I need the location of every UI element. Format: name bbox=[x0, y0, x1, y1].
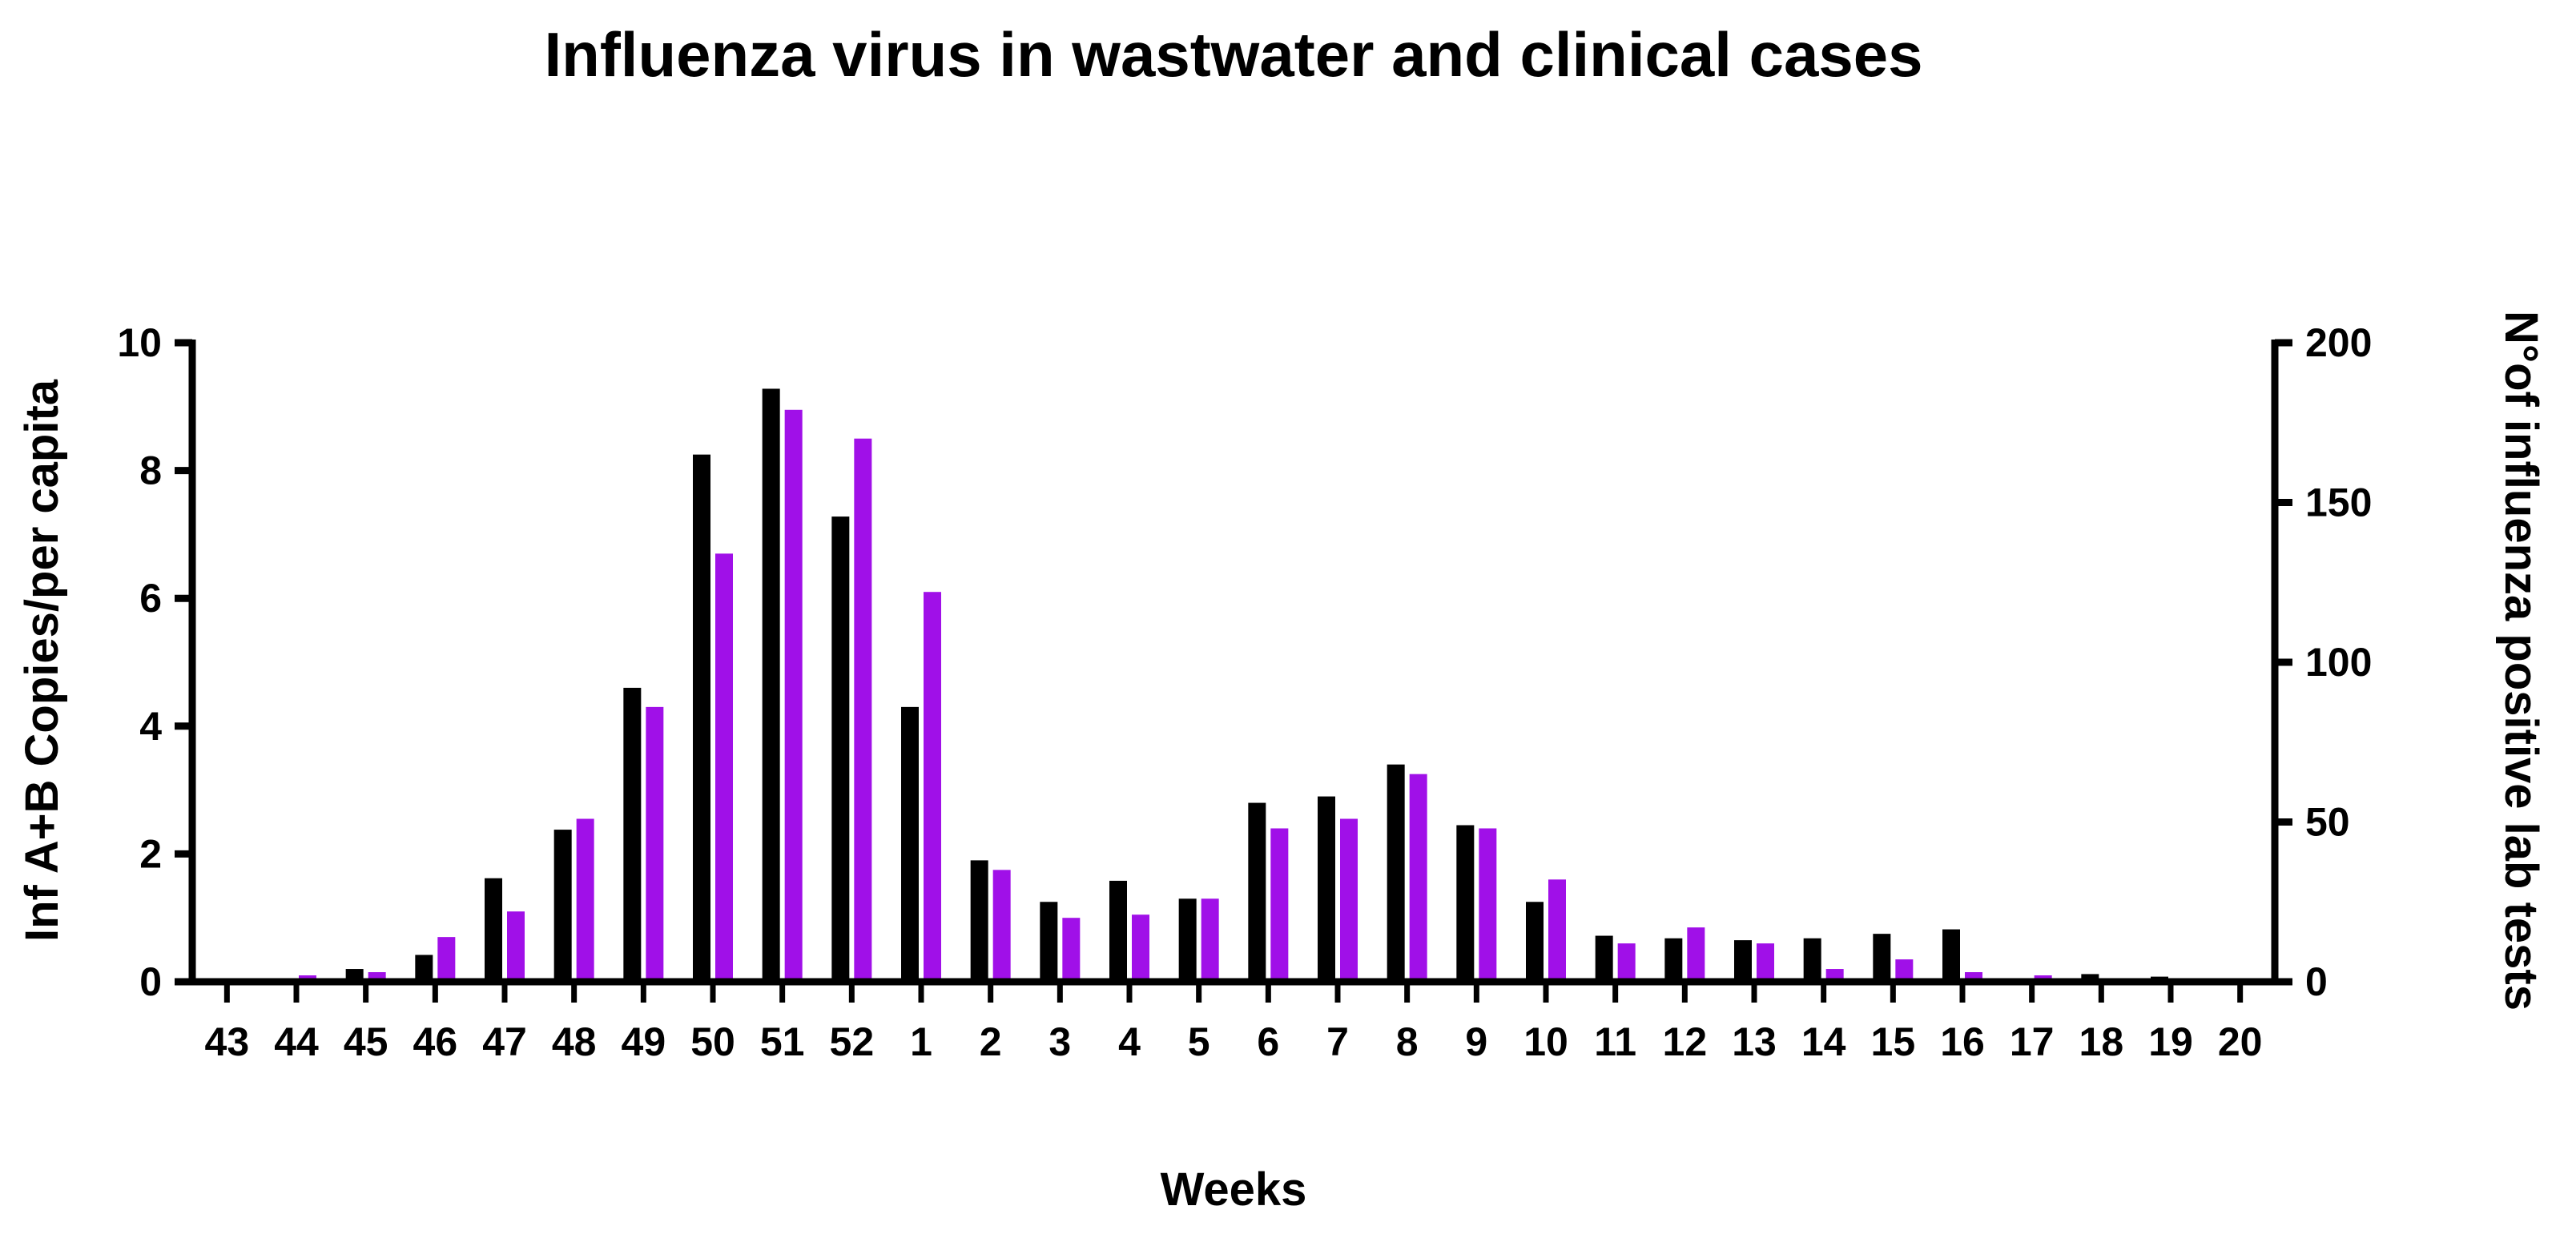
bar-lab-tests-12 bbox=[1687, 927, 1705, 982]
x-tick-label-47: 47 bbox=[482, 1019, 527, 1064]
bar-lab-tests-49 bbox=[646, 706, 664, 982]
bar-copies-4 bbox=[1109, 880, 1127, 982]
bar-copies-6 bbox=[1248, 802, 1266, 982]
bar-lab-tests-9 bbox=[1479, 828, 1497, 982]
x-tick-label-3: 3 bbox=[1049, 1019, 1071, 1064]
x-tick-label-45: 45 bbox=[344, 1019, 388, 1064]
bar-lab-tests-16 bbox=[1965, 972, 1982, 982]
x-tick-label-7: 7 bbox=[1326, 1019, 1349, 1064]
x-tick-label-4: 4 bbox=[1118, 1019, 1141, 1064]
bar-lab-tests-8 bbox=[1409, 774, 1427, 982]
bar-copies-15 bbox=[1873, 934, 1891, 982]
x-tick-label-48: 48 bbox=[552, 1019, 597, 1064]
x-tick-label-8: 8 bbox=[1396, 1019, 1419, 1064]
bar-copies-12 bbox=[1664, 938, 1683, 982]
bar-copies-46 bbox=[415, 955, 433, 982]
bar-lab-tests-46 bbox=[437, 937, 456, 982]
bar-lab-tests-11 bbox=[1617, 943, 1636, 982]
bar-copies-49 bbox=[623, 687, 642, 982]
bar-copies-14 bbox=[1803, 938, 1821, 982]
x-tick-label-46: 46 bbox=[413, 1019, 458, 1064]
x-tick-label-13: 13 bbox=[1732, 1019, 1777, 1064]
bar-lab-tests-6 bbox=[1270, 828, 1289, 982]
x-tick-label-44: 44 bbox=[274, 1019, 319, 1064]
x-tick-label-20: 20 bbox=[2218, 1019, 2263, 1064]
y-tick-label-right-0: 0 bbox=[2305, 959, 2328, 1004]
x-axis-title: Weeks bbox=[1161, 1164, 1307, 1216]
bar-lab-tests-47 bbox=[507, 911, 525, 982]
bar-lab-tests-7 bbox=[1340, 818, 1358, 982]
bar-lab-tests-15 bbox=[1895, 959, 1914, 982]
y-tick-label-right-100: 100 bbox=[2305, 640, 2372, 685]
x-tick-label-5: 5 bbox=[1188, 1019, 1210, 1064]
bar-copies-2 bbox=[970, 860, 988, 982]
bar-lab-tests-3 bbox=[1062, 918, 1081, 982]
x-tick-label-15: 15 bbox=[1871, 1019, 1916, 1064]
bar-lab-tests-51 bbox=[784, 409, 803, 982]
y-tick-label-right-200: 200 bbox=[2305, 320, 2372, 365]
y-tick-label-left-6: 6 bbox=[139, 576, 162, 621]
x-tick-label-16: 16 bbox=[1940, 1019, 1985, 1064]
x-tick-label-9: 9 bbox=[1465, 1019, 1487, 1064]
x-tick-label-50: 50 bbox=[690, 1019, 735, 1064]
bar-lab-tests-1 bbox=[924, 592, 941, 982]
x-tick-label-17: 17 bbox=[2010, 1019, 2055, 1064]
x-tick-label-52: 52 bbox=[830, 1019, 875, 1064]
x-tick-label-6: 6 bbox=[1257, 1019, 1279, 1064]
x-tick-label-10: 10 bbox=[1523, 1019, 1568, 1064]
bar-lab-tests-48 bbox=[576, 818, 594, 982]
x-tick-label-12: 12 bbox=[1663, 1019, 1708, 1064]
x-tick-label-11: 11 bbox=[1594, 1019, 1636, 1064]
x-tick-label-1: 1 bbox=[910, 1019, 932, 1064]
bar-copies-13 bbox=[1734, 940, 1752, 982]
bar-copies-52 bbox=[831, 517, 850, 982]
y-tick-label-left-10: 10 bbox=[117, 320, 162, 365]
bar-lab-tests-45 bbox=[368, 972, 386, 982]
bar-lab-tests-4 bbox=[1132, 914, 1149, 982]
bar-copies-18 bbox=[2081, 974, 2099, 982]
x-tick-label-51: 51 bbox=[760, 1019, 805, 1064]
bar-copies-48 bbox=[553, 830, 572, 982]
chart-title: Influenza virus in wastwater and clinica… bbox=[545, 19, 1923, 90]
bar-copies-1 bbox=[901, 706, 919, 982]
y-axis-title-right: N°of influenza positive lab tests bbox=[2495, 311, 2547, 1011]
y-tick-label-right-150: 150 bbox=[2305, 480, 2372, 525]
x-tick-label-49: 49 bbox=[622, 1019, 666, 1064]
bar-lab-tests-2 bbox=[992, 870, 1011, 982]
y-tick-label-right-50: 50 bbox=[2305, 800, 2350, 845]
bar-copies-3 bbox=[1040, 902, 1058, 982]
y-tick-label-left-4: 4 bbox=[139, 704, 162, 749]
bar-lab-tests-50 bbox=[715, 553, 733, 982]
x-tick-label-43: 43 bbox=[205, 1019, 250, 1064]
y-tick-label-left-8: 8 bbox=[139, 448, 162, 493]
bar-copies-5 bbox=[1178, 898, 1197, 982]
bar-copies-8 bbox=[1387, 764, 1405, 982]
x-tick-label-2: 2 bbox=[980, 1019, 1002, 1064]
y-tick-label-left-2: 2 bbox=[139, 831, 162, 876]
bar-copies-50 bbox=[693, 454, 710, 982]
bar-lab-tests-52 bbox=[854, 438, 872, 982]
x-tick-label-14: 14 bbox=[1801, 1019, 1846, 1064]
y-tick-label-left-0: 0 bbox=[139, 959, 162, 1004]
bar-copies-7 bbox=[1318, 796, 1335, 982]
bar-copies-9 bbox=[1456, 825, 1475, 982]
bar-copies-10 bbox=[1526, 902, 1544, 982]
bar-lab-tests-5 bbox=[1201, 898, 1219, 982]
bar-copies-51 bbox=[762, 388, 780, 982]
bar-lab-tests-10 bbox=[1548, 879, 1566, 982]
bar-copies-16 bbox=[1942, 929, 1960, 982]
bar-copies-11 bbox=[1595, 935, 1613, 982]
bar-copies-47 bbox=[485, 878, 502, 982]
x-tick-label-18: 18 bbox=[2079, 1019, 2124, 1064]
bar-lab-tests-13 bbox=[1757, 943, 1774, 982]
x-tick-label-19: 19 bbox=[2148, 1019, 2193, 1064]
y-axis-title-left: Inf A+B Copies/per capita bbox=[16, 379, 68, 942]
